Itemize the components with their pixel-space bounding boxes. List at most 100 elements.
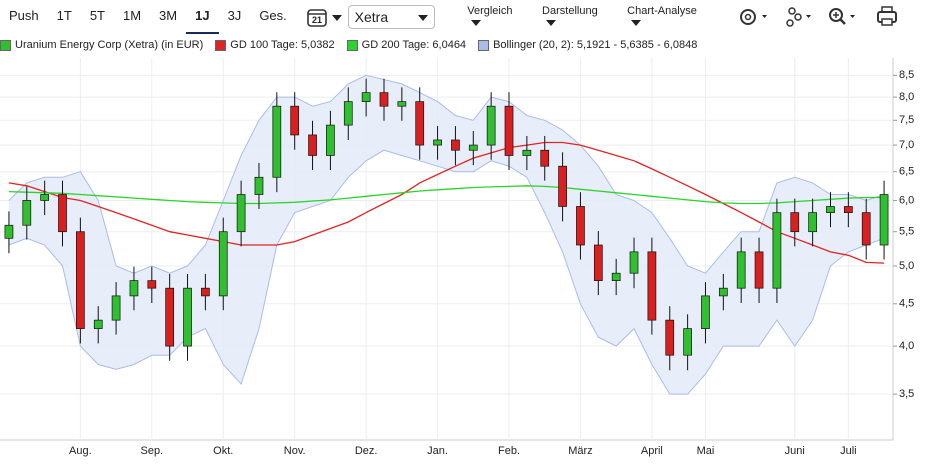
band-upper: [8, 74, 885, 274]
candle-body: [665, 319, 675, 356]
candle-body: [790, 212, 800, 233]
candle-body: [379, 92, 389, 107]
legend: Uranium Energy Corp (Xetra) (in EUR) GD 1…: [0, 39, 697, 51]
legend-item: Uranium Energy Corp (Xetra) (in EUR): [0, 39, 203, 51]
x-tick-label: Mai: [697, 445, 715, 457]
candle-body: [683, 328, 692, 356]
line: [8, 185, 885, 205]
y-tick-label: 7,5: [899, 114, 914, 126]
candle-body: [558, 165, 567, 207]
candle-body: [147, 280, 157, 289]
candle-body: [308, 134, 317, 156]
y-tick-label: 7,0: [899, 139, 914, 151]
x-tick-label: Juni: [785, 445, 805, 457]
legend-item: GD 200 Tage: 6,0464: [346, 39, 466, 51]
legend-label: Bollinger (20, 2): 5,1921 - 5,6385 - 6,0…: [493, 39, 698, 51]
candle-body: [576, 206, 585, 246]
candle-body: [593, 244, 603, 281]
x-tick-label: Feb.: [498, 445, 520, 457]
period-button[interactable]: 1T: [56, 8, 72, 23]
menu-group: Vergleich Darstellung Chart-Analyse: [459, 5, 718, 29]
candle-body: [647, 251, 657, 321]
period-button[interactable]: Ges.: [259, 8, 287, 23]
band-lower: [8, 149, 885, 395]
candle-body: [433, 139, 442, 146]
x-tick-label: Dez.: [355, 445, 378, 457]
exchange-select[interactable]: Xetra: [347, 5, 436, 29]
candle-body: [611, 272, 621, 281]
legend-swatch: [0, 39, 11, 51]
candle-body: [129, 280, 139, 297]
legend-swatch: [478, 39, 490, 51]
candle-body: [76, 231, 85, 329]
candle-body: [272, 105, 282, 178]
candle-body: [343, 101, 353, 126]
period-group: Push 1T 5T 1M 3M 1J 3J Ges.: [0, 0, 296, 34]
x-tick-label: Nov.: [284, 445, 306, 457]
x-tick-label: Okt.: [213, 445, 233, 457]
candle-body: [58, 194, 67, 233]
y-tick-label: 6,0: [899, 194, 914, 206]
menu-button[interactable]: Darstellung: [542, 5, 611, 29]
calendar-icon[interactable]: 21: [306, 6, 328, 28]
print-icon[interactable]: [877, 6, 898, 26]
candle-body: [540, 149, 550, 167]
period-button[interactable]: 1J: [186, 0, 219, 34]
candle-body: [486, 105, 496, 146]
x-tick-label: Jan.: [427, 445, 448, 457]
period-button[interactable]: 5T: [89, 8, 105, 23]
calendar-caret[interactable]: [328, 10, 342, 25]
x-tick-label: März: [568, 445, 592, 457]
band-fill: [8, 75, 885, 395]
y-tick-label: 8,0: [899, 91, 914, 103]
legend-label: Uranium Energy Corp (Xetra) (in EUR): [15, 39, 204, 51]
candle-body: [290, 105, 300, 136]
candle-body: [183, 287, 192, 347]
legend-label: GD 100 Tage: 5,0382: [230, 39, 335, 51]
candle-body: [879, 194, 889, 246]
candle-body: [22, 200, 32, 226]
x-tick-label: Aug.: [69, 445, 92, 457]
period-button[interactable]: Push: [9, 8, 39, 23]
menu-button[interactable]: Vergleich: [467, 5, 526, 29]
period-button[interactable]: 1M: [122, 8, 142, 23]
candle-body: [843, 206, 853, 213]
legend-swatch: [346, 39, 358, 51]
candle-body: [522, 149, 532, 156]
draw-icon[interactable]: [786, 7, 812, 27]
candle-body: [201, 287, 210, 297]
candle-body: [397, 101, 407, 107]
legend-item: Bollinger (20, 2): 5,1921 - 5,6385 - 6,0…: [478, 39, 697, 51]
period-button[interactable]: 3M: [159, 8, 178, 23]
tool-icons: [740, 6, 898, 27]
candle-body: [93, 319, 103, 329]
menu-button[interactable]: Chart-Analyse: [627, 5, 710, 29]
y-tick-label: 6,5: [899, 166, 914, 178]
candle-body: [808, 212, 817, 233]
period-button[interactable]: 3J: [227, 8, 242, 23]
candle-body: [236, 194, 246, 233]
y-tick-label: 3,5: [899, 388, 914, 400]
select-caret: [414, 6, 428, 28]
candle-body: [111, 295, 121, 321]
calendar-day: 21: [312, 15, 322, 25]
y-tick-label: 4,0: [899, 340, 914, 352]
candle-body: [754, 251, 764, 289]
y-tick-label: 8,5: [899, 69, 914, 81]
candle-body: [218, 231, 228, 297]
candle-body: [504, 105, 514, 156]
settings-icon[interactable]: [740, 9, 768, 25]
legend-swatch: [215, 39, 227, 51]
candle-body: [629, 251, 639, 274]
candle-body: [772, 212, 782, 289]
candle-body: [415, 101, 425, 146]
zoom-icon[interactable]: [829, 8, 856, 25]
candle-body: [165, 287, 175, 347]
y-tick-label: 5,5: [899, 226, 914, 238]
line: [8, 141, 885, 264]
legend-item: GD 100 Tage: 5,0382: [215, 39, 335, 51]
y-tick-label: 5,0: [899, 260, 914, 272]
toolbar: Push 1T 5T 1M 3M 1J 3J Ges. 21 Xetra Vergleich D…: [0, 0, 937, 34]
x-tick-label: Juli: [840, 445, 857, 457]
